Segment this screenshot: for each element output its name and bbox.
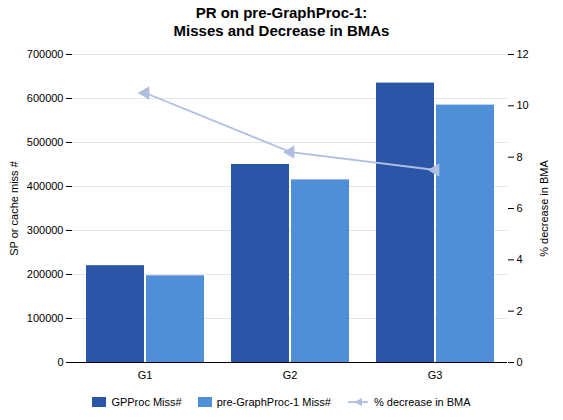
html-text:PR on pre-GraphProc-1: Misses: PR on pre-GraphProc-1: Misses and Decrea… [173, 4, 390, 39]
svg-text:6: 6 [517, 202, 523, 214]
html-text:% decrease in BMA: % decrease in BMA [374, 396, 471, 408]
svg-text:G3: G3 [428, 369, 443, 381]
svg-text:600000: 600000 [27, 92, 64, 104]
svg-text:100000: 100000 [27, 312, 64, 324]
svg-text:700000: 700000 [27, 48, 64, 60]
svg-text:G1: G1 [138, 369, 153, 381]
svg-text:4: 4 [517, 253, 523, 265]
svg-text:200000: 200000 [27, 268, 64, 280]
svg-text:% decrease in BMA: % decrease in BMA [538, 160, 550, 257]
svg-text:12: 12 [517, 48, 529, 60]
html-text:pre-GraphProc-1 Miss#: pre-GraphProc-1 Miss# [216, 396, 331, 408]
html-text:GPProc Miss#: GPProc Miss# [111, 396, 182, 408]
svg-text:8: 8 [517, 151, 523, 163]
svg-text:10: 10 [517, 99, 529, 111]
svg-text:500000: 500000 [27, 136, 64, 148]
svg-text:G2: G2 [283, 369, 298, 381]
svg-text:0: 0 [57, 356, 63, 368]
svg-text:400000: 400000 [27, 180, 64, 192]
svg-text:0: 0 [517, 356, 523, 368]
svg-text:SP or cache miss #: SP or cache miss # [8, 160, 20, 255]
svg-text:300000: 300000 [27, 224, 64, 236]
svg-text:2: 2 [517, 305, 523, 317]
